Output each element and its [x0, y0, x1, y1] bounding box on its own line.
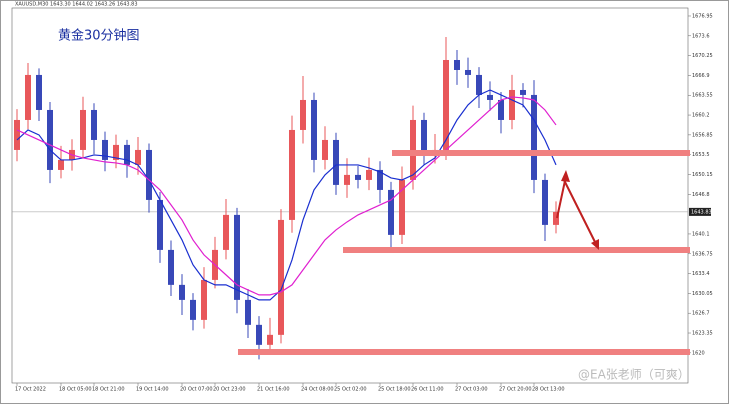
candle-body	[487, 94, 493, 100]
candle-body	[267, 334, 273, 345]
candle-body	[25, 74, 31, 120]
candle-body	[542, 179, 548, 225]
y-tick-label: 1660.2	[692, 113, 710, 119]
plot-border	[11, 7, 689, 384]
arrow-down	[563, 179, 597, 245]
candle-body	[410, 119, 416, 180]
candle-body	[289, 129, 295, 220]
x-tick-label: 24 Oct 08:00	[301, 387, 334, 393]
candle-body	[344, 174, 350, 185]
candle-body	[377, 169, 383, 190]
candle-body	[300, 99, 306, 130]
candle-body	[168, 249, 174, 285]
candle-body	[234, 214, 240, 300]
candle-body	[36, 74, 42, 110]
x-tick-label: 28 Oct 13:00	[532, 387, 565, 393]
arrow-head	[561, 170, 570, 182]
candle-body	[190, 299, 196, 320]
x-tick-label: 20 Oct 07:00	[180, 387, 213, 393]
y-tick-label: 1676.95	[692, 13, 713, 19]
x-tick-label: 18 Oct 21:00	[92, 387, 125, 393]
y-tick-label: 1620	[692, 350, 705, 356]
current-price-label: 1643.83	[691, 209, 712, 215]
x-tick-label: 20 Oct 23:00	[213, 387, 246, 393]
candle-body	[553, 211, 559, 225]
candle-body	[113, 144, 119, 160]
candle-body	[454, 59, 460, 70]
candle-body	[366, 169, 372, 180]
candle-body	[157, 199, 163, 250]
candle-body	[256, 324, 262, 345]
y-tick-label: 1650.15	[692, 172, 713, 178]
candle-body	[388, 189, 394, 235]
candle-body	[278, 219, 284, 335]
candle-body	[223, 214, 229, 250]
candle-body	[443, 59, 449, 150]
candle-body	[498, 99, 504, 120]
candle-body	[80, 109, 86, 150]
watermark: @EA张老师（可爽）	[578, 368, 690, 382]
arrow-head	[591, 239, 599, 250]
x-tick-label: 26 Oct 11:00	[411, 387, 444, 393]
x-tick-label: 27 Oct 03:00	[455, 387, 488, 393]
y-tick-label: 1656.85	[692, 132, 713, 138]
candle-body	[355, 174, 361, 180]
candle-body	[311, 99, 317, 160]
y-tick-label: 1646.8	[692, 192, 710, 198]
candle-body	[124, 144, 130, 165]
candle-body	[531, 94, 537, 180]
header: XAUUSD,M30 1643.30 1644.02 1643.26 1643.…	[15, 2, 138, 8]
y-tick-label: 1666.9	[692, 73, 710, 79]
resistance-band	[392, 150, 690, 156]
y-tick-label: 1623.35	[692, 331, 713, 337]
moving-average	[16, 89, 557, 301]
x-tick-label: 25 Oct 18:00	[378, 387, 411, 393]
candle-body	[146, 149, 152, 200]
y-tick-label: 1633.4	[692, 271, 710, 277]
drawings	[238, 150, 690, 355]
candle-body	[476, 74, 482, 95]
candle-body	[509, 89, 515, 120]
x-tick-label: 17 Oct 2022	[15, 387, 46, 393]
x-tick-label: 25 Oct 02:00	[334, 387, 367, 393]
x-tick-label: 27 Oct 20:00	[499, 387, 532, 393]
current-price-box	[689, 207, 711, 216]
candle-body	[322, 139, 328, 160]
moving-average	[16, 96, 557, 296]
candle-body	[91, 109, 97, 140]
x-tick-label: 21 Oct 16:00	[257, 387, 290, 393]
x-tick-label: 19 Oct 14:00	[136, 387, 169, 393]
candle-body	[399, 179, 405, 235]
candle-body	[465, 69, 471, 75]
y-tick-label: 1653.5	[692, 152, 710, 158]
candle-body	[520, 89, 526, 95]
support-band	[238, 349, 690, 355]
candle-body	[179, 284, 185, 300]
candle-body	[245, 299, 251, 325]
candle-body	[58, 159, 64, 170]
y-tick-label: 1630.05	[692, 291, 713, 297]
x-tick-label: 18 Oct 05:00	[59, 387, 92, 393]
candle-body	[333, 139, 339, 185]
chart-title: 黄金30分钟图	[58, 28, 140, 44]
candle-body	[135, 149, 141, 165]
y-tick-label: 1640.1	[692, 231, 710, 237]
y-tick-label: 1670.25	[692, 53, 713, 59]
candle-body	[47, 109, 53, 170]
y-tick-label: 1636.75	[692, 251, 713, 257]
candle-body	[421, 119, 427, 155]
y-tick-label: 1673.6	[692, 33, 710, 39]
candle-body	[14, 119, 20, 150]
support-band	[343, 247, 690, 253]
candle-body	[102, 139, 108, 160]
candle-body	[201, 279, 207, 320]
y-tick-label: 1663.55	[692, 93, 713, 99]
y-tick-label: 1626.7	[692, 311, 710, 317]
